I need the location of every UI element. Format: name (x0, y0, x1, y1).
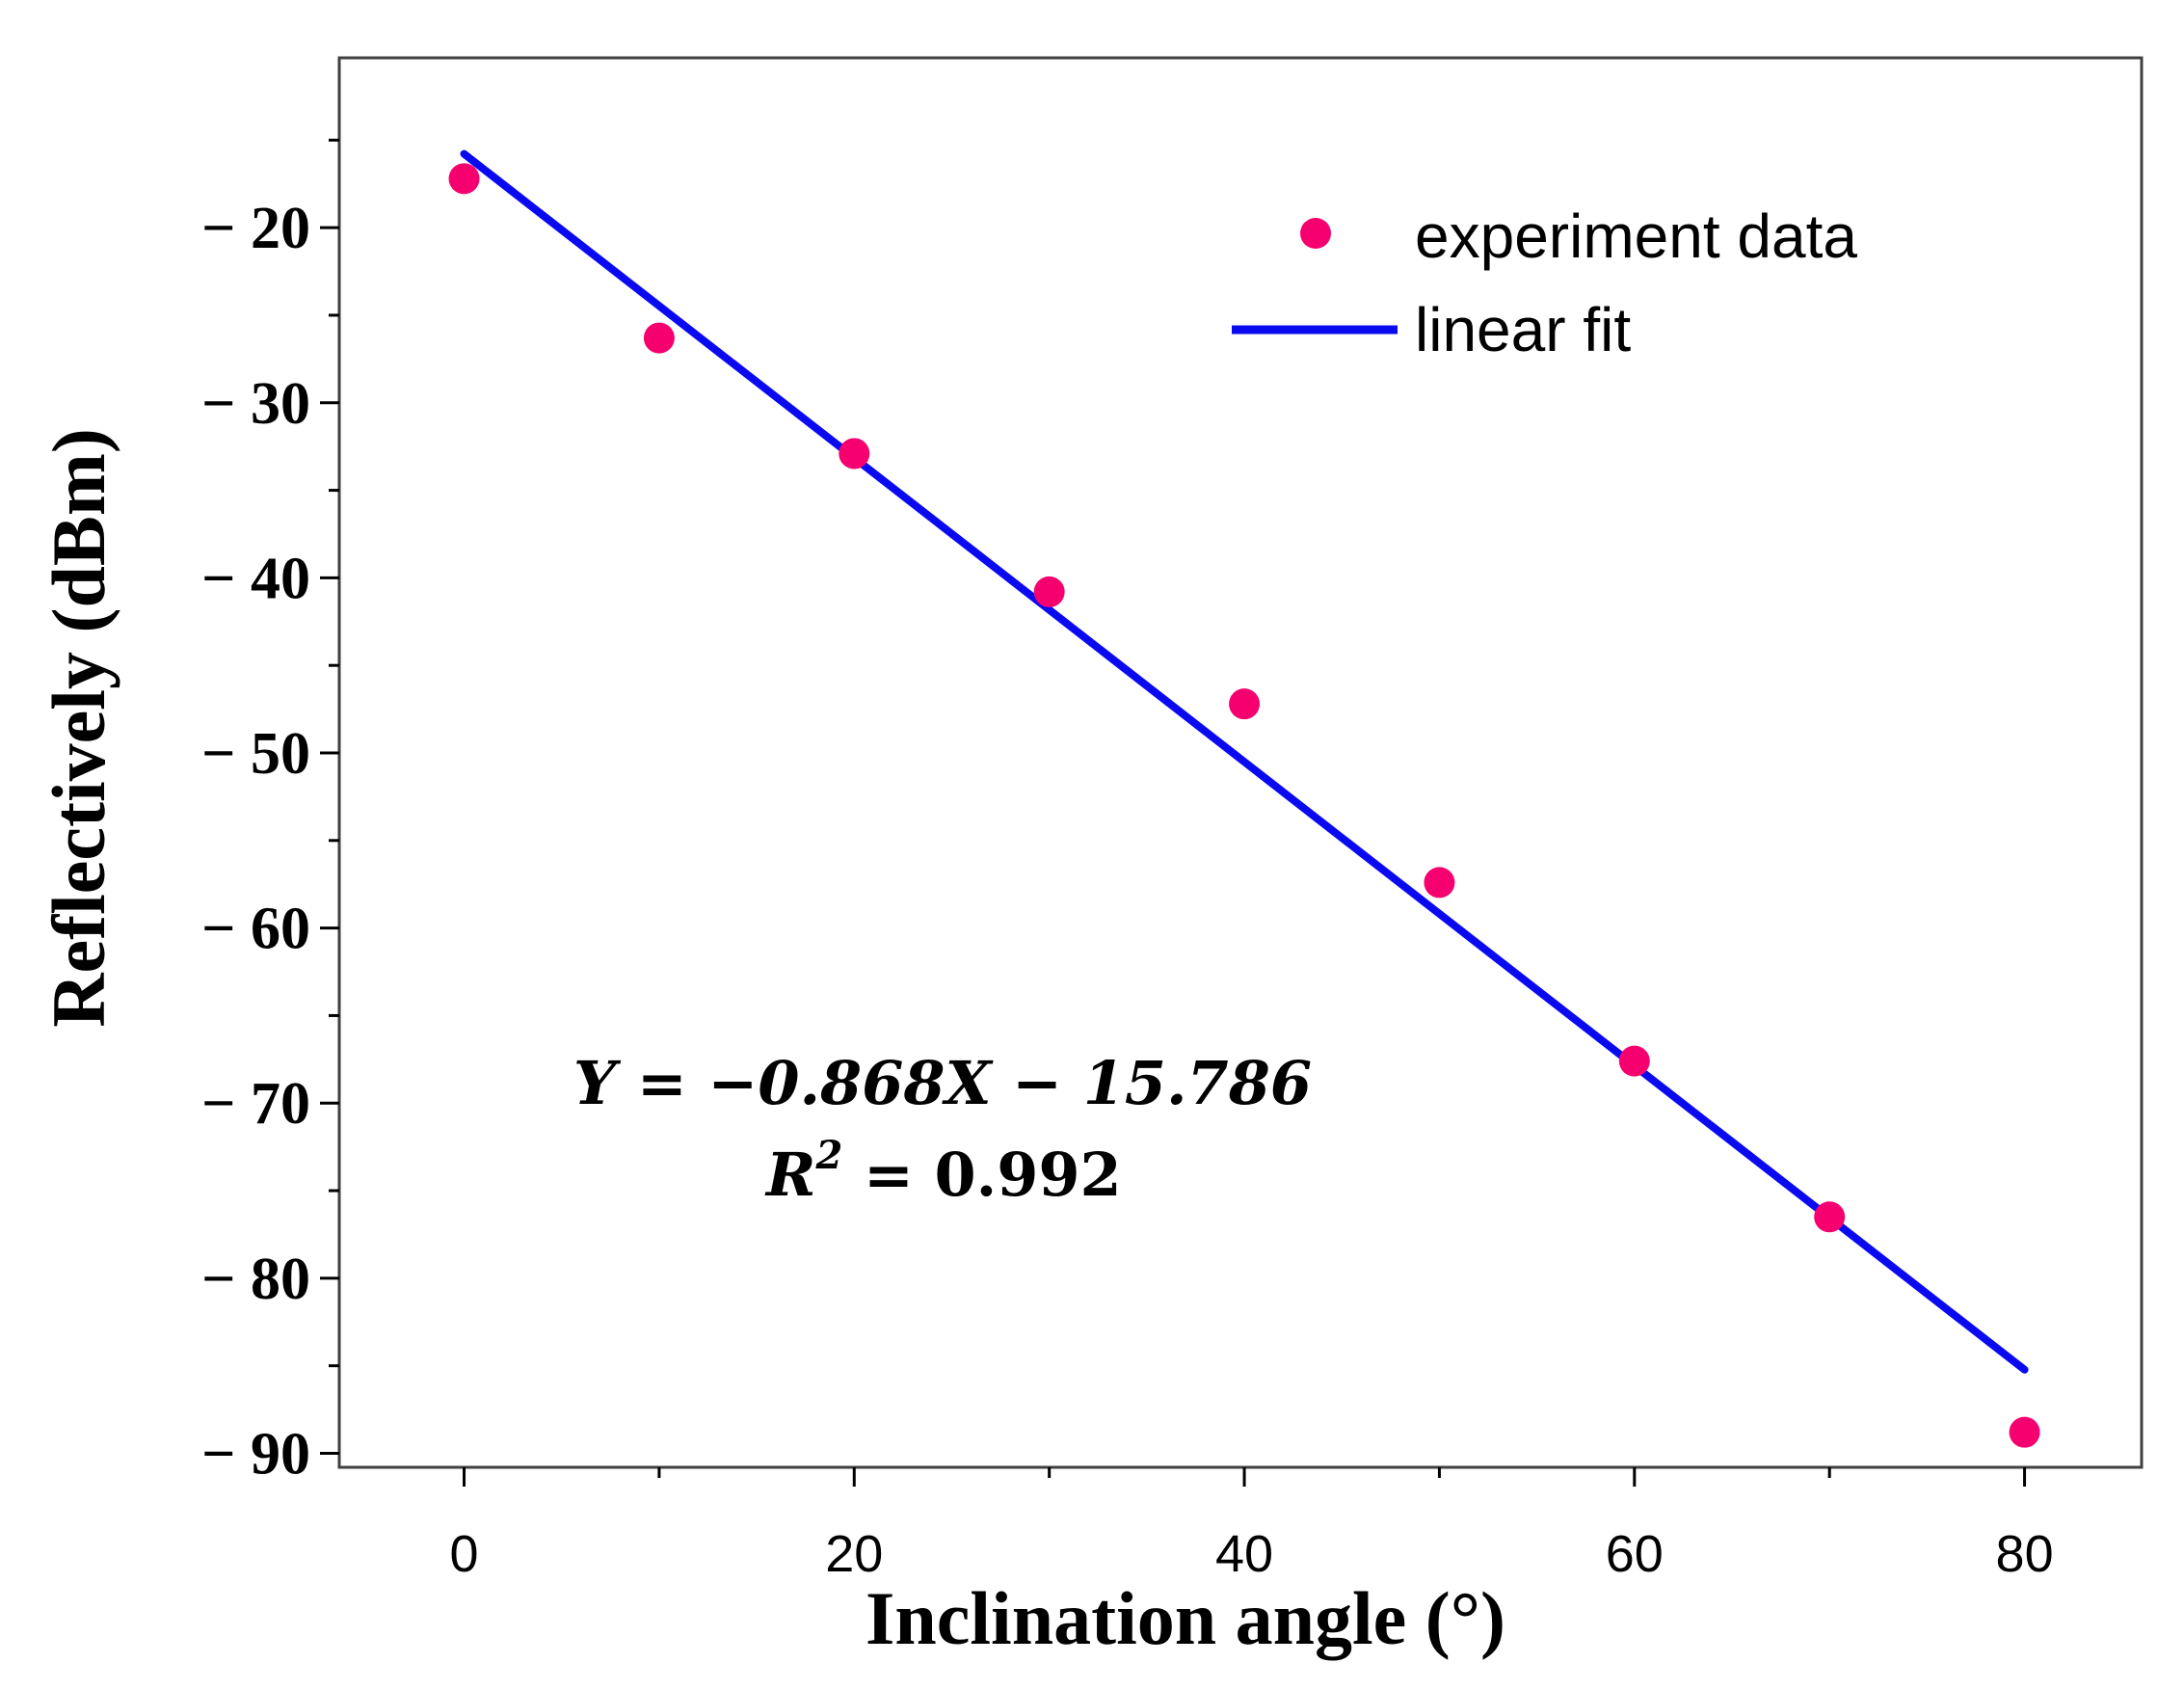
r-squared: R2 = 0.992 (764, 1133, 1122, 1210)
y-axis-title: Reflectively (dBm) (37, 428, 120, 1028)
plot-frame (337, 56, 2144, 1469)
legend-label-linear-fit: linear fit (1415, 295, 1631, 364)
x-tick-label: 0 (450, 1525, 479, 1583)
x-tick-label: 40 (1215, 1525, 1273, 1583)
y-tick-label: − 60 (201, 897, 310, 962)
y-tick-label: − 40 (201, 546, 310, 611)
data-point (448, 163, 480, 195)
legend-marker-experiment-data (1300, 218, 1331, 249)
data-point (1229, 688, 1261, 720)
y-tick-label: − 80 (201, 1247, 310, 1312)
scatter-layer (448, 163, 2040, 1448)
legend-label-experiment-data: experiment data (1415, 201, 1857, 271)
data-point (839, 438, 870, 469)
y-tick-label: − 50 (201, 721, 310, 787)
data-point (1618, 1045, 1650, 1077)
r-squared-value: = 0.992 (842, 1140, 1121, 1210)
x-tick-label: 20 (825, 1525, 883, 1583)
y-axis-ticks: − 20 − 30 − 40 − 50 − 60 − 70 − 80 − 90 (201, 138, 339, 1487)
legend: experiment data linear fit (1232, 201, 1857, 364)
y-tick-label: − 20 (201, 196, 310, 261)
r-squared-symbol: R (764, 1140, 816, 1210)
x-axis-title: Inclination angle (°) (866, 1576, 1505, 1660)
y-tick-label: − 90 (201, 1421, 310, 1487)
x-tick-label: 80 (1996, 1525, 2054, 1583)
fit-equation: Y = −0.868X − 15.786 (573, 1048, 1312, 1118)
r-squared-exponent: 2 (815, 1133, 843, 1178)
x-tick-label: 60 (1606, 1525, 1664, 1583)
y-tick-label: − 30 (201, 371, 310, 437)
x-axis-ticks: 0 20 40 60 80 (450, 1467, 2054, 1583)
fit-line (460, 149, 2029, 1374)
y-tick-label: − 70 (201, 1071, 310, 1137)
data-point (1033, 576, 1065, 607)
data-point (643, 322, 675, 354)
data-point (2009, 1416, 2040, 1448)
data-point (1814, 1201, 1846, 1233)
fit-layer (460, 149, 2029, 1374)
data-point (1424, 867, 1455, 899)
